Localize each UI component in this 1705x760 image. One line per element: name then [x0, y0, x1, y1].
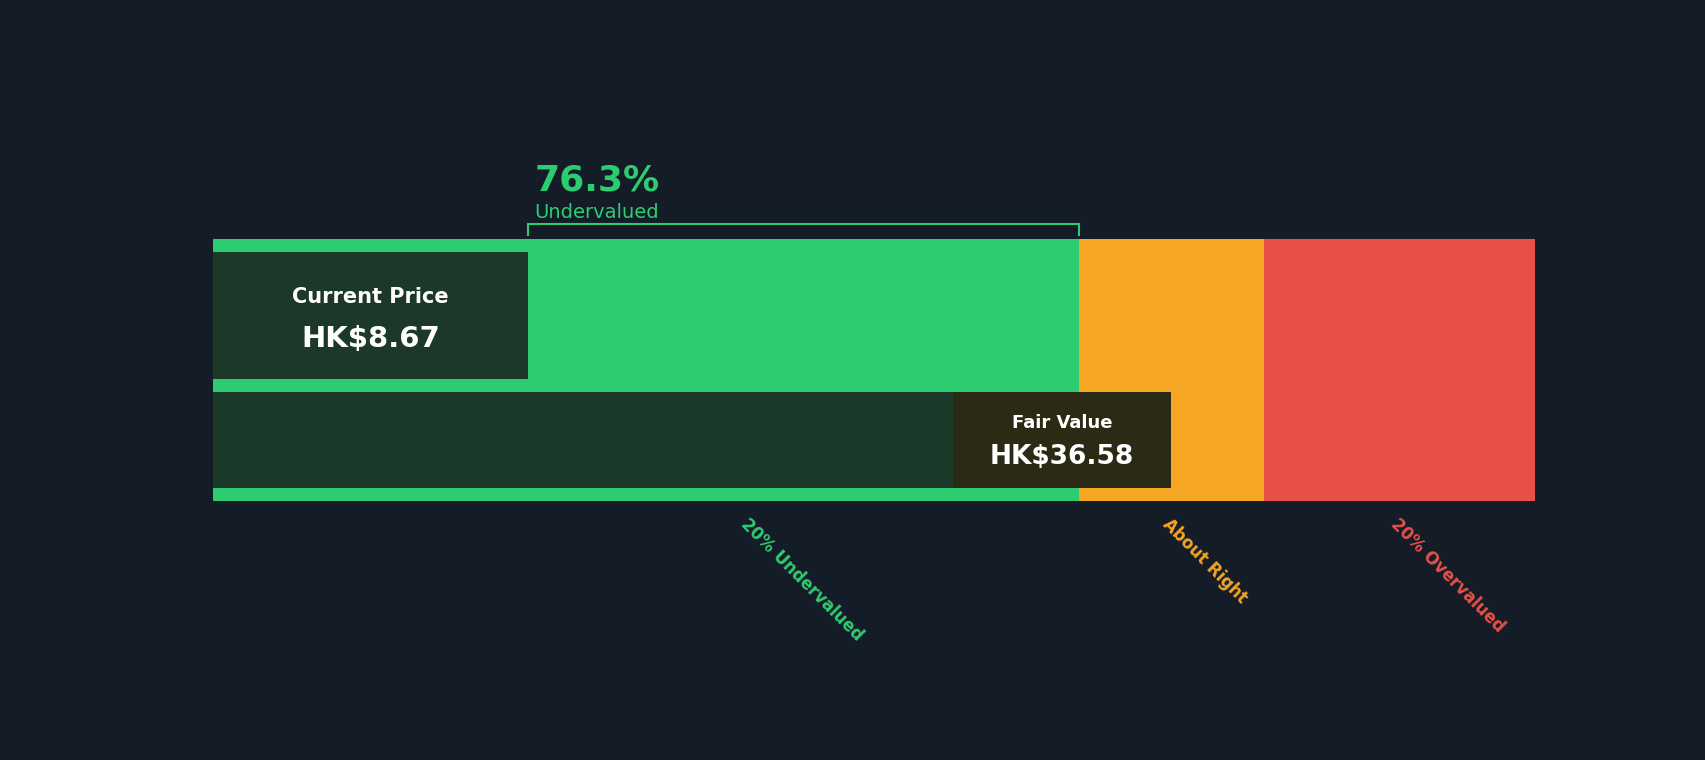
Bar: [1263, 488, 1534, 501]
Text: 20% Undervalued: 20% Undervalued: [737, 515, 866, 644]
Text: HK$36.58: HK$36.58: [989, 445, 1134, 470]
Bar: [1263, 252, 1534, 379]
Text: 20% Overvalued: 20% Overvalued: [1386, 515, 1507, 636]
Bar: [213, 252, 527, 379]
Text: 76.3%: 76.3%: [534, 163, 660, 198]
Bar: [1263, 392, 1534, 488]
Text: Undervalued: Undervalued: [534, 203, 658, 222]
Text: Fair Value: Fair Value: [1011, 414, 1112, 432]
Bar: [213, 239, 1079, 252]
Bar: [213, 392, 1079, 488]
Bar: [1079, 392, 1263, 488]
Bar: [1079, 252, 1263, 379]
Text: HK$8.67: HK$8.67: [302, 325, 440, 353]
Bar: [1263, 379, 1534, 392]
Bar: [213, 252, 1079, 379]
Bar: [1079, 379, 1263, 392]
Bar: [213, 488, 1079, 501]
Bar: [213, 379, 1079, 392]
Text: Current Price: Current Price: [292, 287, 448, 306]
Text: About Right: About Right: [1158, 515, 1250, 607]
Bar: [951, 392, 1170, 488]
Bar: [1079, 488, 1263, 501]
Bar: [1263, 239, 1534, 252]
Bar: [1079, 239, 1263, 252]
